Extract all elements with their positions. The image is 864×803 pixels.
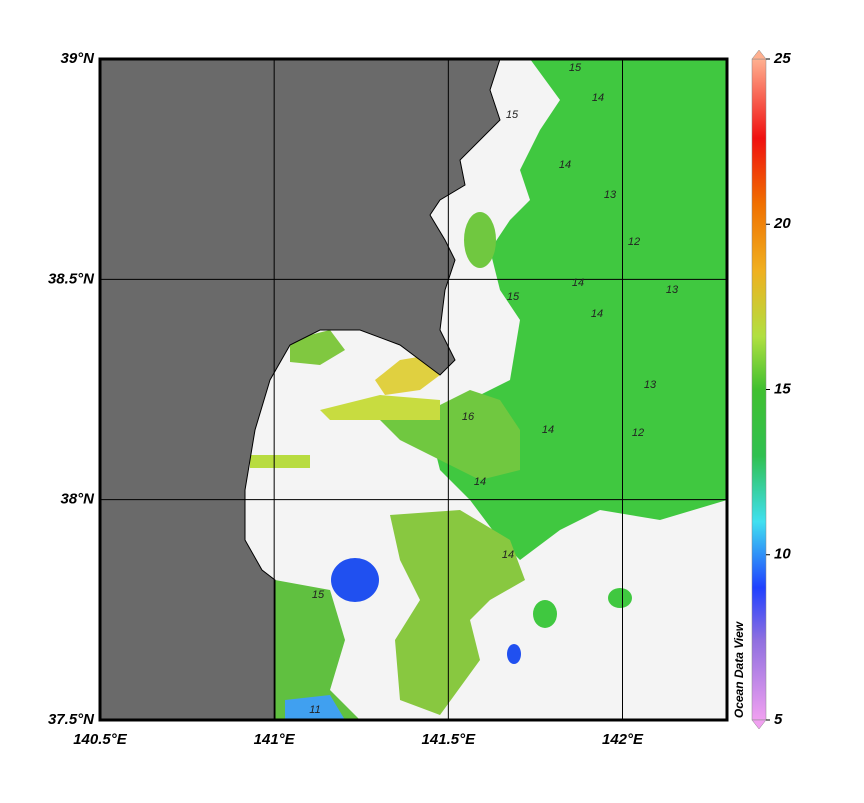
x-tick-label: 142°E bbox=[602, 731, 644, 748]
contour-label: 14 bbox=[474, 476, 486, 488]
contour-label: 13 bbox=[666, 284, 679, 296]
temperature-field bbox=[380, 390, 520, 480]
temperature-field bbox=[285, 695, 345, 720]
contour-label: 14 bbox=[502, 549, 514, 561]
contour-label: 15 bbox=[506, 109, 519, 121]
temperature-field bbox=[390, 510, 525, 715]
contour-label: 16 bbox=[462, 411, 475, 423]
contour-label: 14 bbox=[592, 92, 604, 104]
temperature-field bbox=[533, 600, 557, 628]
colorbar-label: 20 bbox=[773, 215, 791, 232]
map-frame bbox=[98, 57, 729, 722]
contour-label: 13 bbox=[604, 189, 617, 201]
temperature-field bbox=[290, 330, 345, 365]
colorbar-label: 10 bbox=[774, 546, 791, 563]
contour-label: 15 bbox=[507, 291, 520, 303]
y-tick-label: 38°N bbox=[60, 491, 95, 508]
y-tick-label: 37.5°N bbox=[48, 711, 95, 728]
contour-label: 14 bbox=[559, 159, 571, 171]
contour-label: 15 bbox=[312, 589, 325, 601]
y-tick-label: 39°N bbox=[60, 50, 95, 67]
colorbar bbox=[751, 58, 767, 721]
colorbar-label: 25 bbox=[773, 50, 791, 67]
y-tick-label: 38.5°N bbox=[48, 270, 95, 287]
colorbar-label: 5 bbox=[774, 711, 783, 728]
colorbar-label: 15 bbox=[774, 380, 791, 397]
temperature-field bbox=[608, 588, 632, 608]
colorbar-arrow bbox=[751, 719, 767, 730]
temperature-field bbox=[250, 455, 310, 468]
contour-label: 11 bbox=[309, 704, 320, 716]
contour-label: 12 bbox=[632, 427, 644, 439]
contour-label: 14 bbox=[572, 277, 584, 289]
contour-label: 12 bbox=[628, 236, 640, 248]
credit: Ocean Data View bbox=[732, 621, 746, 718]
x-tick-label: 140.5°E bbox=[73, 731, 128, 748]
temperature-field bbox=[320, 395, 440, 420]
x-tick-label: 141°E bbox=[254, 731, 296, 748]
temperature-field bbox=[375, 355, 440, 395]
contour-label: 14 bbox=[542, 424, 554, 436]
x-tick-label: 141.5°E bbox=[422, 731, 477, 748]
colorbar-arrow bbox=[751, 49, 767, 60]
temperature-field bbox=[331, 558, 379, 602]
map-area bbox=[100, 59, 727, 720]
contour-label: 13 bbox=[644, 379, 657, 391]
temperature-field bbox=[275, 580, 360, 720]
land bbox=[100, 59, 501, 720]
contour-label: 15 bbox=[569, 62, 582, 74]
temperature-field bbox=[464, 212, 496, 268]
contour-label: 14 bbox=[591, 308, 603, 320]
temperature-field bbox=[507, 644, 521, 664]
